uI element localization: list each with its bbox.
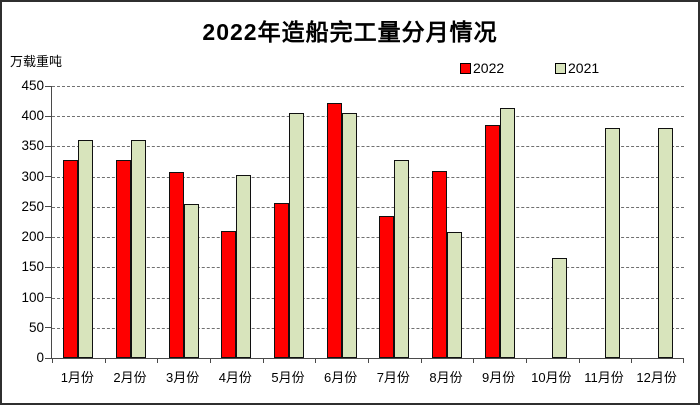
bar-2021-12月份	[657, 127, 673, 358]
y-axis-tick	[45, 357, 51, 359]
y-axis-tick	[45, 176, 51, 178]
gridline	[52, 206, 684, 208]
y-axis-tick	[45, 206, 51, 208]
bar-2021-6月份	[341, 113, 357, 358]
bar-2022-2月份	[116, 160, 131, 358]
bar-2021-3月份	[183, 203, 199, 358]
y-tick-label: 150	[21, 259, 44, 275]
x-axis-tick	[578, 358, 580, 363]
legend-item-2022: 2022	[460, 60, 504, 76]
bar-2022-9月份	[484, 124, 500, 358]
x-tick-label: 8月份	[429, 370, 463, 385]
x-axis-tick	[315, 358, 317, 363]
y-tick-label: 450	[21, 78, 44, 93]
legend-label-2021: 2021	[568, 60, 600, 76]
x-axis-tick	[104, 358, 106, 363]
gridline	[52, 327, 684, 329]
y-axis-tick	[45, 266, 51, 268]
legend-swatch-2021-icon	[555, 62, 566, 74]
plot-area	[45, 85, 684, 363]
y-axis-unit-label: 万载重吨	[10, 54, 63, 69]
x-axis-tick	[473, 358, 475, 363]
bar-2021-11月份	[605, 127, 620, 358]
y-axis-tick	[45, 236, 51, 238]
x-tick-label: 4月份	[218, 370, 252, 385]
y-axis-tick	[45, 145, 51, 147]
legend-label-2022: 2022	[473, 60, 505, 76]
bar-2022-7月份	[379, 215, 395, 358]
gridline	[52, 116, 684, 118]
bar-2021-2月份	[131, 139, 146, 358]
legend-item-2021: 2021	[555, 60, 599, 76]
y-axis-tick	[45, 85, 51, 87]
x-axis-tick	[210, 358, 211, 363]
bar-2021-7月份	[394, 160, 410, 358]
y-axis-tick	[45, 327, 51, 329]
x-tick-label: 1月份	[60, 370, 94, 385]
gridline	[52, 267, 684, 269]
bar-2021-10月份	[552, 257, 568, 358]
legend-swatch-2022-icon	[460, 62, 471, 74]
bar-2022-4月份	[221, 231, 237, 358]
x-axis-tick	[420, 358, 422, 363]
x-tick-label: 7月份	[376, 370, 410, 385]
bar-2022-6月份	[326, 102, 342, 358]
y-tick-label: 50	[28, 319, 44, 335]
x-axis-tick	[157, 358, 159, 363]
bar-2022-1月份	[63, 160, 79, 358]
x-tick-label: 6月份	[324, 370, 358, 385]
y-axis-tick	[45, 297, 51, 299]
gridline	[52, 297, 684, 299]
x-axis-tick	[52, 358, 53, 363]
chart-title: 2022年造船完工量分月情况	[202, 19, 498, 45]
x-axis-tick	[631, 358, 633, 363]
bar-2021-4月份	[236, 175, 252, 358]
y-axis-tick	[45, 115, 51, 117]
x-tick-label: 11月份	[584, 370, 624, 385]
y-tick-label: 0	[36, 350, 44, 365]
y-tick-label: 100	[21, 289, 44, 305]
gridline	[52, 86, 684, 87]
bar-2021-1月份	[78, 139, 94, 358]
bar-2022-3月份	[168, 171, 184, 358]
x-axis-tick	[262, 358, 264, 363]
x-tick-label: 2月份	[113, 370, 147, 385]
y-tick-label: 200	[21, 229, 44, 245]
x-axis-tick	[683, 358, 684, 363]
x-tick-label: 10月份	[531, 370, 572, 385]
y-tick-label: 350	[21, 138, 44, 154]
bar-2022-5月份	[274, 203, 289, 358]
x-tick-label: 9月份	[482, 370, 516, 385]
bar-2022-8月份	[432, 170, 447, 358]
y-tick-label: 300	[21, 168, 44, 184]
y-tick-label: 250	[21, 198, 44, 214]
y-tick-label: 400	[21, 108, 44, 124]
x-tick-label: 12月份	[636, 370, 677, 385]
gridline	[52, 176, 684, 178]
x-tick-label: 5月份	[271, 370, 305, 385]
gridline	[52, 237, 684, 239]
bar-2021-8月份	[447, 232, 462, 358]
x-tick-label: 3月份	[166, 370, 200, 385]
bar-2021-9月份	[499, 107, 515, 358]
bar-2021-5月份	[289, 113, 304, 358]
x-axis-tick	[368, 358, 369, 363]
gridline	[52, 146, 684, 148]
x-axis-tick	[526, 358, 527, 363]
